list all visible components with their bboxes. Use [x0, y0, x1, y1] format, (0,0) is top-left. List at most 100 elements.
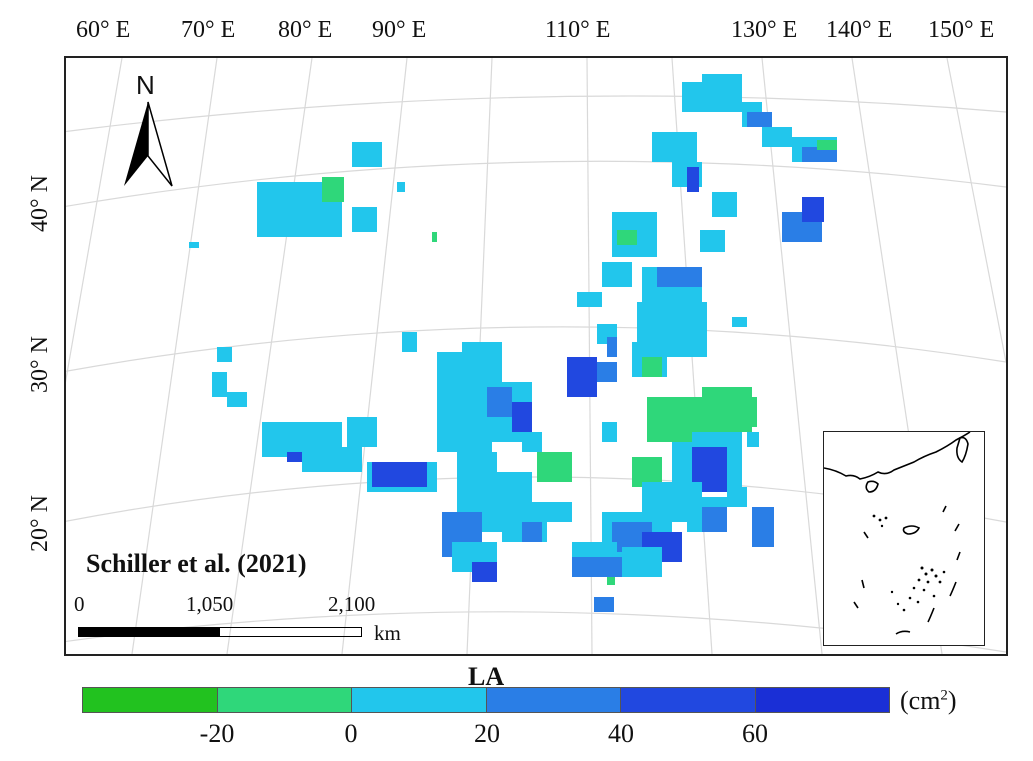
- la-cell: [652, 132, 697, 162]
- lon-label-130: 130° E: [731, 17, 798, 43]
- scale-bar-black: [79, 628, 220, 636]
- la-cell: [302, 447, 362, 472]
- legend-swatch: [352, 688, 487, 712]
- la-cell: [352, 207, 377, 232]
- la-cell: [642, 357, 662, 377]
- source-label: Schiller et al. (2021): [86, 549, 307, 578]
- lat-label-30: 30° N: [27, 336, 53, 393]
- legend-unit-sup: 2: [940, 687, 948, 704]
- la-cell: [727, 487, 747, 507]
- la-cell: [802, 197, 824, 222]
- meridian-line: [66, 58, 123, 383]
- la-cell: [802, 147, 837, 162]
- north-label: N: [136, 70, 155, 100]
- la-cell: [667, 312, 702, 347]
- la-cell: [702, 74, 742, 88]
- map-frame: [64, 56, 1008, 656]
- lon-label-110: 110° E: [545, 17, 611, 43]
- la-cell: [607, 337, 617, 357]
- la-cell: [432, 232, 437, 242]
- la-cell: [522, 522, 542, 542]
- la-cell: [747, 112, 772, 127]
- parallel-line: [66, 326, 1006, 372]
- scale-unit: km: [374, 621, 401, 645]
- legend-swatch: [755, 688, 889, 712]
- meridian-line: [946, 58, 1006, 363]
- meridian-line: [341, 58, 408, 654]
- la-cell: [512, 402, 532, 432]
- legend-colorbar: [82, 687, 890, 713]
- north-arrow-icon: [124, 101, 173, 187]
- legend-unit-main: (cm: [900, 686, 941, 715]
- lon-label-140: 140° E: [826, 17, 893, 43]
- la-cell: [617, 230, 637, 245]
- legend-unit-end: ): [947, 686, 957, 715]
- la-cell: [572, 557, 622, 577]
- legend-swatch: [217, 688, 352, 712]
- la-cell: [752, 507, 774, 547]
- legend-title: LA: [468, 662, 505, 691]
- legend-tick: 60: [742, 719, 768, 748]
- la-cell: [747, 432, 759, 447]
- la-cell: [537, 452, 572, 482]
- legend-swatch: [83, 688, 218, 712]
- lon-label-70: 70° E: [181, 17, 236, 43]
- legend-tick: 0: [344, 719, 358, 748]
- la-cell: [577, 292, 602, 307]
- lon-label-60: 60° E: [76, 17, 131, 43]
- la-cells: [189, 74, 837, 612]
- la-cell: [602, 422, 617, 442]
- la-cell: [402, 332, 417, 352]
- scale-label-0: 0: [74, 592, 85, 616]
- la-cell: [542, 502, 572, 522]
- la-cell: [672, 442, 692, 482]
- meridian-line: [131, 58, 218, 654]
- la-cell: [322, 177, 344, 202]
- la-cell: [732, 317, 747, 327]
- parallel-line: [66, 160, 1006, 207]
- map-canvas: [66, 58, 1006, 654]
- la-cell: [522, 432, 542, 452]
- lon-label-80: 80° E: [278, 17, 333, 43]
- legend-tick: 20: [474, 719, 500, 748]
- legend-tick: 40: [608, 719, 634, 748]
- la-cell: [352, 142, 382, 167]
- la-cell: [189, 242, 199, 248]
- scale-label-2100: 2,100: [328, 592, 376, 616]
- la-cell: [607, 577, 615, 585]
- la-cell: [762, 127, 792, 147]
- la-cell: [622, 547, 662, 577]
- meridian-line: [226, 58, 313, 654]
- lon-label-90: 90° E: [372, 17, 427, 43]
- la-cell: [597, 362, 617, 382]
- la-cell: [657, 267, 702, 287]
- la-cell: [602, 262, 632, 287]
- lat-label-40: 40° N: [27, 175, 53, 232]
- scale-bar: [78, 627, 362, 637]
- la-cell: [372, 462, 427, 487]
- parallel-line: [66, 95, 1006, 133]
- la-cell: [347, 417, 377, 447]
- la-cell: [487, 387, 512, 417]
- la-cell: [712, 192, 737, 217]
- la-cell: [462, 342, 502, 382]
- legend-unit: (cm2): [900, 686, 957, 716]
- la-cell: [700, 230, 725, 252]
- la-cell: [817, 140, 837, 150]
- la-cell: [217, 347, 232, 362]
- legend-swatch: [621, 688, 756, 712]
- inset-map: [823, 431, 985, 646]
- la-cell: [287, 452, 302, 462]
- legend-swatch: [486, 688, 621, 712]
- la-cell: [702, 507, 727, 532]
- la-cell: [227, 392, 247, 407]
- legend-tick: -20: [199, 719, 235, 748]
- meridian-line: [761, 58, 823, 654]
- la-cell: [212, 372, 227, 397]
- la-cell: [472, 562, 497, 582]
- inset-map-canvas: [823, 431, 971, 635]
- la-cell: [687, 167, 699, 192]
- scale-label-1050: 1,050: [186, 592, 234, 616]
- lat-label-20: 20° N: [27, 495, 53, 552]
- lon-label-150: 150° E: [928, 17, 995, 43]
